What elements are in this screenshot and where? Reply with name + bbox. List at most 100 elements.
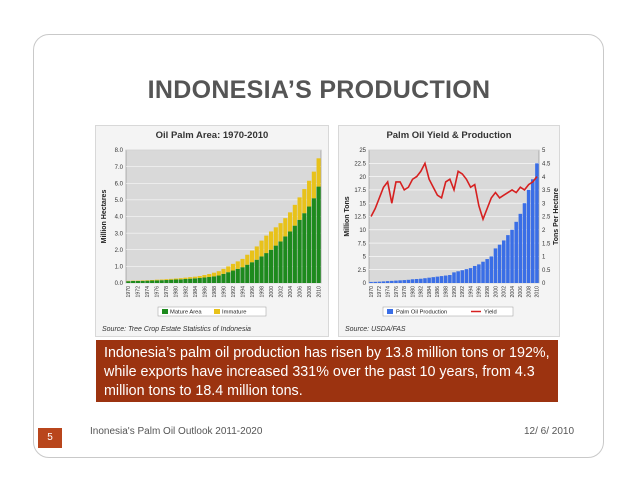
bar <box>468 268 473 283</box>
x-tick-label: 2010 <box>535 286 541 298</box>
bar <box>419 278 423 283</box>
y-tick-label: 7.5 <box>358 241 367 247</box>
y-tick-label: 20 <box>359 175 366 181</box>
oil-palm-area-plot: 0.0 1.0 2.0 3.0 4.0 5.0 6.0 7.0 8.0 Million Hecta… <box>101 148 322 317</box>
x-tick-label: 1980 <box>410 286 416 298</box>
caption-box: Indonesia’s palm oil production has rise… <box>96 340 558 402</box>
bar <box>278 241 283 283</box>
bar <box>159 279 164 281</box>
bar <box>264 253 269 283</box>
bar <box>178 279 183 283</box>
bar <box>477 264 481 283</box>
bar <box>489 256 494 283</box>
legend-box <box>382 306 514 317</box>
slide-title: INDONESIA’S PRODUCTION <box>147 76 491 104</box>
bar <box>288 212 293 232</box>
bar <box>283 218 288 237</box>
x-tick-label: 1976 <box>394 286 400 298</box>
bar <box>292 204 297 226</box>
legend-label: Yield <box>484 310 497 316</box>
bar <box>249 250 255 263</box>
x-tick-label: 2006 <box>297 286 303 298</box>
bar <box>254 259 259 283</box>
bar <box>414 279 419 283</box>
bar <box>311 198 316 283</box>
x-tick-label: 1988 <box>212 286 218 298</box>
bar <box>531 179 535 283</box>
legend-label: Immature <box>222 310 246 316</box>
bar <box>311 171 316 199</box>
y-tick-label: 1.0 <box>115 265 124 271</box>
x-tick-label: 1990 <box>221 286 227 298</box>
bar <box>216 275 221 283</box>
bar <box>464 269 469 283</box>
y-right-tick-label: 4 <box>542 175 546 181</box>
bar <box>373 281 377 283</box>
y-right-tick-label: 5 <box>542 148 546 154</box>
y-right-tick-label: 4.5 <box>542 162 551 168</box>
y-tick-label: 17.5 <box>354 188 366 194</box>
bar <box>188 278 193 283</box>
bar <box>169 278 174 280</box>
bar <box>514 221 518 283</box>
x-tick-label: 1974 <box>385 286 391 298</box>
bar <box>173 278 179 280</box>
bar <box>485 259 489 283</box>
bar <box>439 276 444 283</box>
bar <box>283 236 288 283</box>
bar <box>230 263 236 271</box>
bar <box>131 281 136 283</box>
bar <box>154 279 159 281</box>
bar <box>381 281 386 283</box>
bar <box>518 213 523 283</box>
y-tick-label: 25 <box>359 148 366 154</box>
bar <box>140 280 145 283</box>
y-tick-label: 4.0 <box>115 215 124 221</box>
bar <box>192 276 198 279</box>
x-tick-label: 1984 <box>427 286 433 298</box>
oil-palm-area-chart: Oil Palm Area: 1970-2010 0.0 1.0 2.0 3.0 4.0… <box>95 125 329 337</box>
bar <box>297 197 302 220</box>
x-tick-label: 1994 <box>468 286 474 298</box>
bar <box>169 279 174 283</box>
bar <box>297 219 302 283</box>
bar <box>264 235 269 254</box>
x-tick-label: 1986 <box>435 286 441 298</box>
bar <box>235 268 240 283</box>
caption-text: Indonesia’s palm oil production has rise… <box>104 345 550 399</box>
x-tick-label: 1972 <box>377 286 383 298</box>
legend-swatch <box>214 309 220 314</box>
bar <box>448 275 452 283</box>
bar <box>452 272 456 283</box>
bar <box>423 278 427 283</box>
x-tick-label: 1972 <box>136 286 142 298</box>
x-tick-label: 1996 <box>477 286 483 298</box>
bar <box>493 248 498 283</box>
bar <box>385 281 390 283</box>
bar <box>188 277 193 279</box>
y-right-tick-label: 1 <box>542 255 546 261</box>
bar <box>211 276 217 283</box>
y-tick-label: 22.5 <box>354 162 366 168</box>
bar <box>240 258 245 268</box>
slide-number: 5 <box>38 428 62 448</box>
y-right-tick-label: 3.5 <box>542 188 551 194</box>
bar <box>456 271 460 283</box>
x-tick-label: 1988 <box>444 286 450 298</box>
y-tick-label: 15 <box>359 201 366 207</box>
x-tick-label: 1970 <box>126 286 132 298</box>
x-tick-label: 2000 <box>269 286 275 298</box>
y-right-tick-label: 2 <box>542 228 546 234</box>
y-tick-label: 0.0 <box>115 281 124 287</box>
x-tick-label: 1998 <box>259 286 265 298</box>
y-tick-label: 2.0 <box>115 248 124 254</box>
x-tick-label: 1994 <box>240 286 246 298</box>
bar <box>150 280 155 283</box>
bar <box>226 266 231 273</box>
bar <box>245 264 250 283</box>
bar <box>173 279 179 283</box>
x-tick-label: 1978 <box>402 286 408 298</box>
bar <box>472 265 477 283</box>
x-tick-label: 2002 <box>278 286 284 298</box>
y-tick-label: 12.5 <box>354 215 366 221</box>
